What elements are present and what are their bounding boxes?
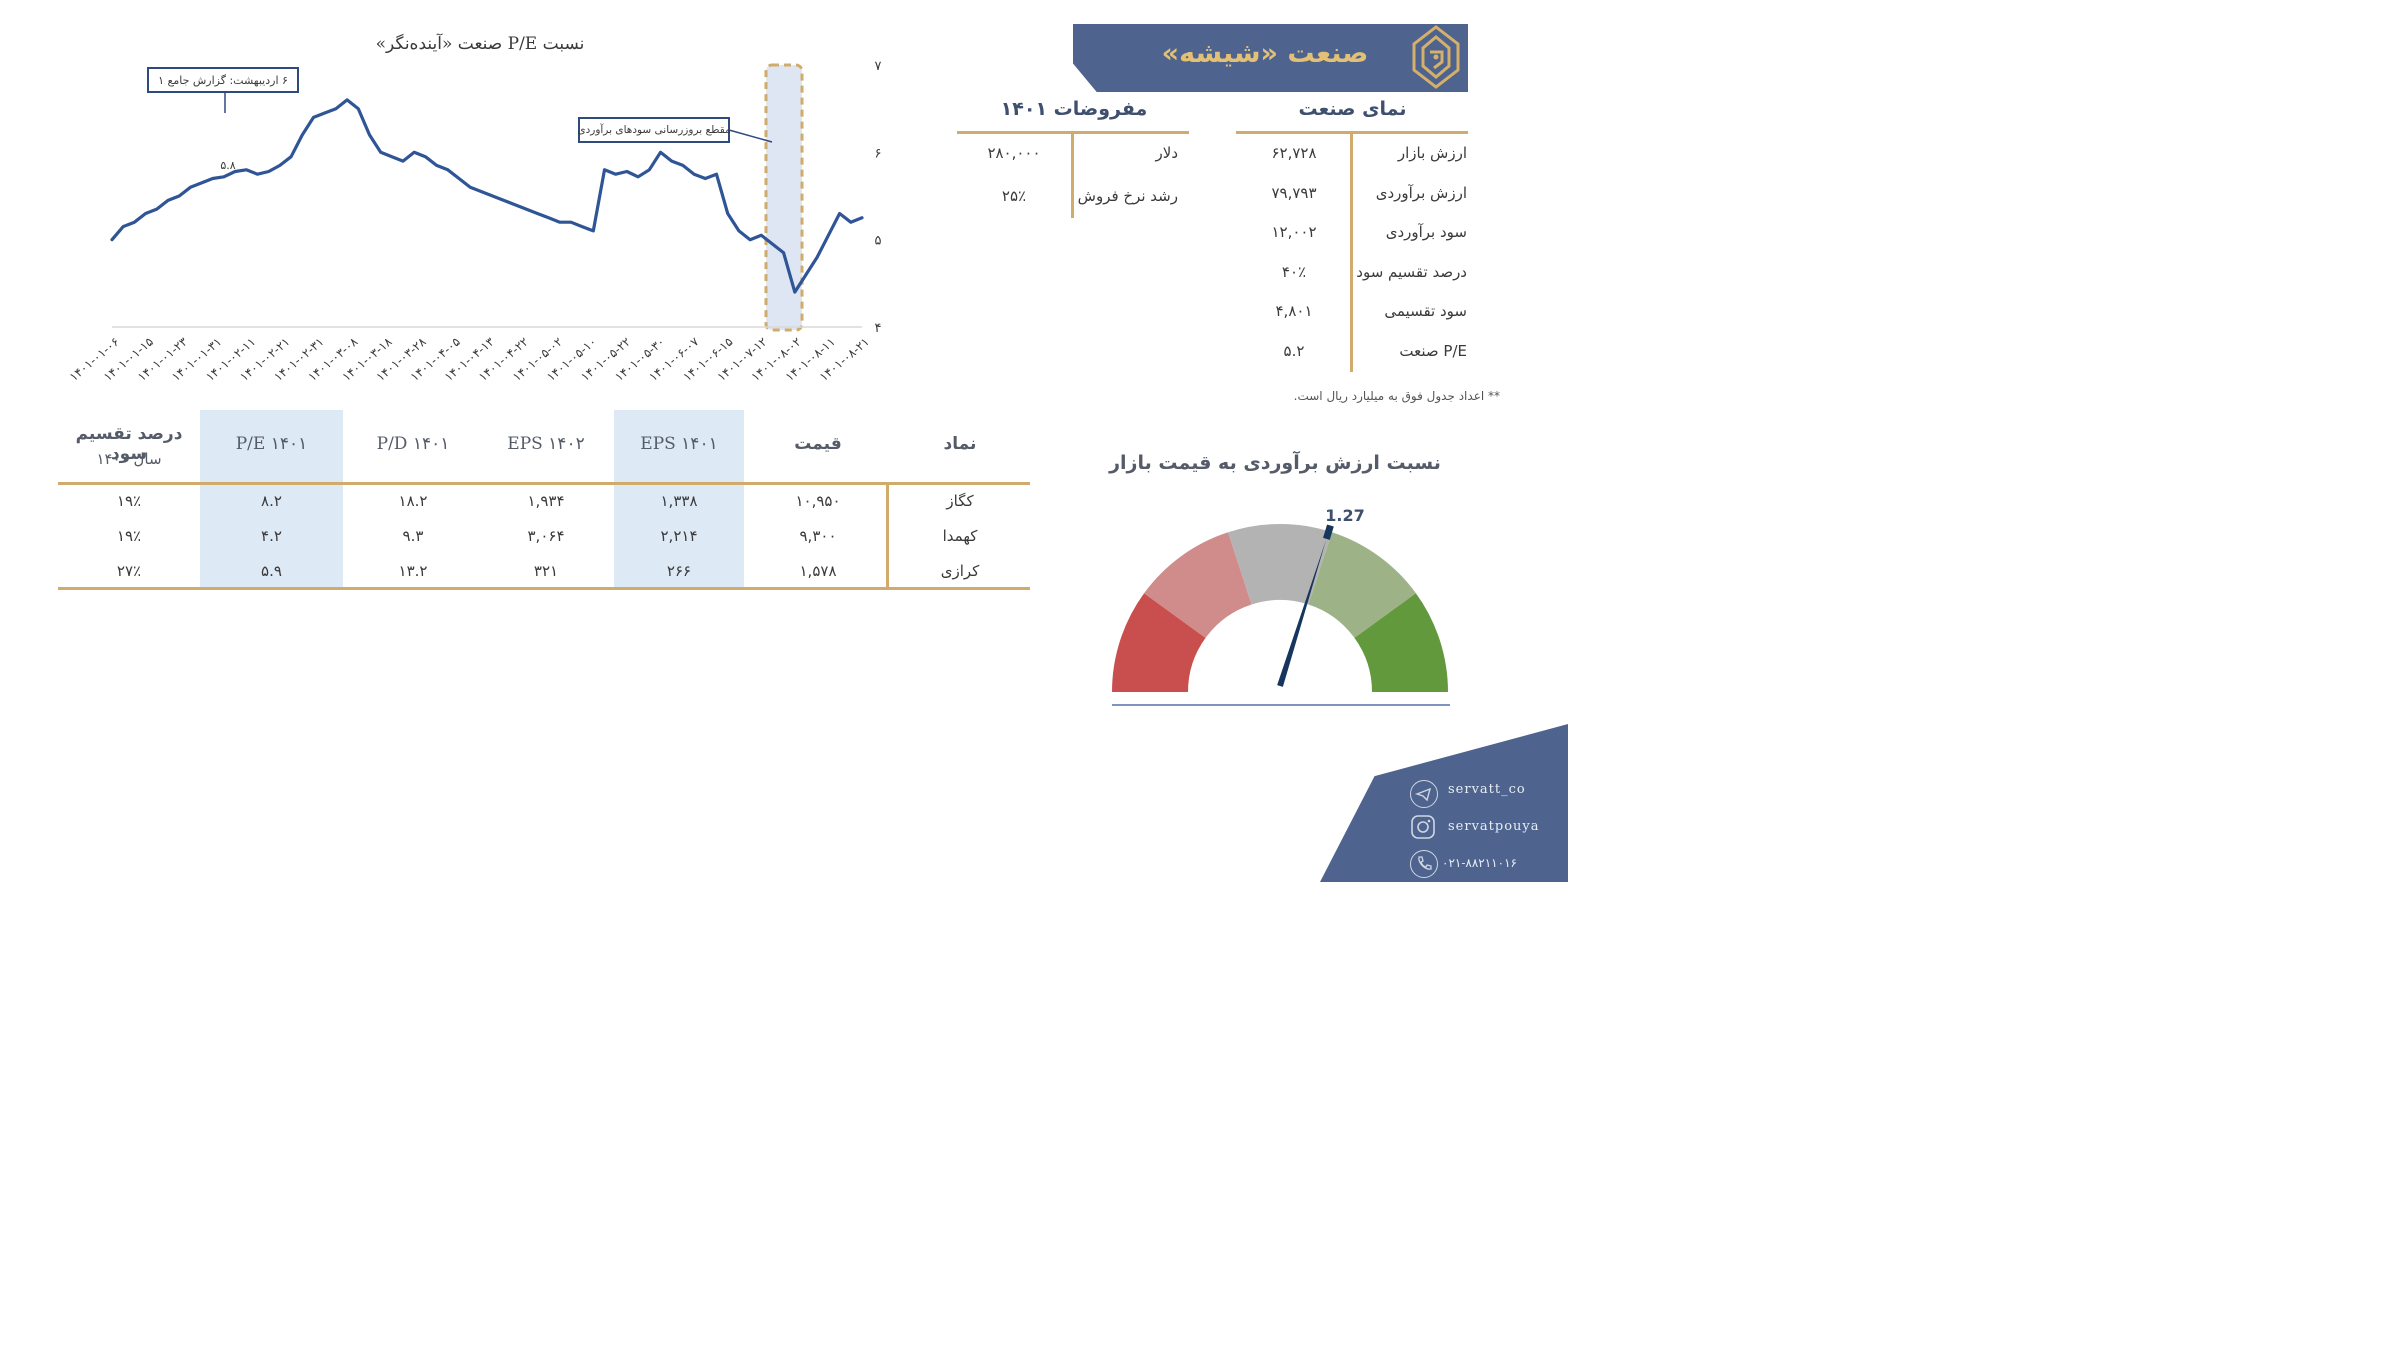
header-pd1401: P/D ۱۴۰۱: [376, 434, 450, 454]
table-cell-pe1401: ۸.۲: [261, 492, 282, 510]
assumptions-vdivider: [1071, 134, 1074, 218]
overview-value: ۷۹,۷۹۳: [1271, 183, 1317, 202]
header-symbol: نماد: [943, 434, 977, 454]
y-tick-label: ۴: [875, 321, 882, 336]
y-tick-label: ۶: [875, 146, 882, 161]
gauge-title: نسبت ارزش برآوردی به قیمت بازار: [1109, 452, 1441, 474]
overview-value: ۶۲,۷۲۸: [1271, 144, 1317, 162]
gauge-value-label: 1.27: [1325, 506, 1365, 525]
assumption-value: ۲۵٪: [1001, 187, 1027, 205]
pe-line-chart: نسبت P/E صنعت «آینده‌نگر»۴۵۶۷۱۴۰۱-۰۱-۰۶۱…: [67, 32, 882, 384]
table-cell-eps1401: ۲۶۶: [666, 562, 692, 580]
overview-vdivider: [1350, 134, 1353, 372]
overview-value: ۵.۲: [1283, 341, 1305, 360]
pe-column-shade: [200, 410, 343, 588]
y-tick-label: ۷: [875, 59, 882, 74]
valuation-gauge: [1112, 524, 1450, 706]
table-cell-pd1401: ۱۸.۲: [398, 492, 428, 510]
header-dps: درصد تقسیم سود: [75, 424, 183, 464]
annotation-update-leader: [728, 129, 773, 143]
gauge-segment: [1228, 524, 1332, 605]
table-bottom-rule: [58, 587, 1030, 590]
table-cell-pd1401: ۱۳.۲: [398, 562, 428, 580]
table-cell-pe1401: ۴.۲: [261, 527, 282, 545]
overview-label: سود تقسیمی: [1384, 302, 1467, 320]
header-pe1401: P/E ۱۴۰۱: [235, 434, 308, 454]
gauge-segment: [1112, 593, 1206, 692]
table-cell-eps1401: ۱,۳۳۸: [660, 492, 698, 510]
gauge-needle: [1277, 539, 1327, 687]
chart-title: نسبت P/E صنعت «آینده‌نگر»: [376, 32, 585, 54]
header-price: قیمت: [794, 434, 842, 454]
phone-number[interactable]: ۰۲۱-۸۸۲۱۱۰۱۶: [1442, 856, 1517, 870]
instagram-icon[interactable]: [1410, 814, 1436, 840]
annotation-update-text: مقطع بروزرسانی سودهای برآوردی: [577, 123, 730, 136]
overview-label: درصد تقسیم سود: [1356, 262, 1467, 281]
annotation-report-text: ۶ اردیبهشت: گزارش جامع ۱: [158, 74, 288, 87]
overview-label: ارزش بازار: [1397, 144, 1467, 162]
header-eps1402: EPS ۱۴۰۲: [507, 434, 585, 454]
overview-label: ارزش برآوردی: [1375, 183, 1467, 202]
gauge-segment: [1144, 532, 1252, 638]
assumption-label: رشد نرخ فروش: [1077, 187, 1178, 205]
eps1401-column-shade: [614, 410, 744, 588]
table-cell-symbol: کهمدا: [942, 527, 978, 545]
assumptions-divider: [957, 131, 1189, 134]
table-cell-pe1401: ۵.۹: [261, 562, 282, 580]
table-cell-dps: ۲۷٪: [116, 562, 142, 580]
overview-label: سود برآوردی: [1385, 223, 1467, 241]
overview-value: ۱۲,۰۰۲: [1271, 223, 1317, 241]
table-note: ** اعداد جدول فوق به میلیارد ریال است.: [1293, 389, 1500, 403]
pe-series-line: [110, 98, 864, 294]
gauge-segment: [1354, 593, 1448, 692]
table-cell-eps1402: ۳۲۱: [533, 562, 559, 580]
table-cell-eps1401: ۲,۲۱۴: [660, 527, 698, 545]
assumption-label: دلار: [1155, 144, 1178, 162]
table-cell-eps1402: ۳,۰۶۴: [527, 527, 565, 545]
overview-value: ۴۰٪: [1281, 262, 1307, 281]
table-top-rule: [58, 482, 1030, 485]
header-ribbon: [1073, 24, 1468, 92]
table-cell-price: ۹,۳۰۰: [799, 527, 837, 545]
phone-icon[interactable]: [1410, 850, 1438, 878]
update-period-highlight: [764, 63, 804, 332]
instagram-handle[interactable]: servatpouya: [1448, 819, 1540, 834]
header-dps-year: سال ۱۴۰۰: [96, 450, 162, 468]
annotation-box-report: [147, 67, 299, 93]
gauge-segment: [1308, 532, 1416, 638]
telegram-handle[interactable]: servatt_co: [1448, 782, 1526, 797]
brand-logo: [1406, 24, 1466, 90]
table-cell-pd1401: ۹.۳: [402, 527, 424, 545]
table-cell-price: ۱,۵۷۸: [799, 562, 837, 580]
overview-label: P/E صنعت: [1399, 341, 1467, 360]
annotation-box-update: [578, 117, 730, 143]
table-cell-dps: ۱۹٪: [116, 527, 142, 545]
header-eps1401: EPS ۱۴۰۱: [640, 434, 718, 454]
page-title: صنعت «شیشه»: [1161, 38, 1369, 69]
industry-overview-title: نمای صنعت: [1298, 98, 1407, 120]
table-cell-symbol: کرازی: [940, 562, 980, 580]
table-cell-eps1402: ۱,۹۳۴: [527, 492, 565, 510]
assumptions-title: مفروضات ۱۴۰۱: [1000, 98, 1148, 120]
assumption-value: ۲۸۰,۰۰۰: [987, 144, 1041, 162]
telegram-icon[interactable]: [1410, 780, 1438, 808]
table-cell-symbol: کگاز: [946, 492, 974, 510]
data-label-5-8: ۵.۸: [220, 159, 235, 172]
table-vrule: [886, 485, 889, 587]
table-cell-dps: ۱۹٪: [116, 492, 142, 510]
overview-value: ۴,۸۰۱: [1275, 302, 1313, 320]
overview-divider: [1236, 131, 1468, 134]
y-tick-label: ۵: [875, 234, 882, 249]
gauge-marker: [1323, 524, 1334, 540]
table-cell-price: ۱۰,۹۵۰: [795, 492, 841, 510]
